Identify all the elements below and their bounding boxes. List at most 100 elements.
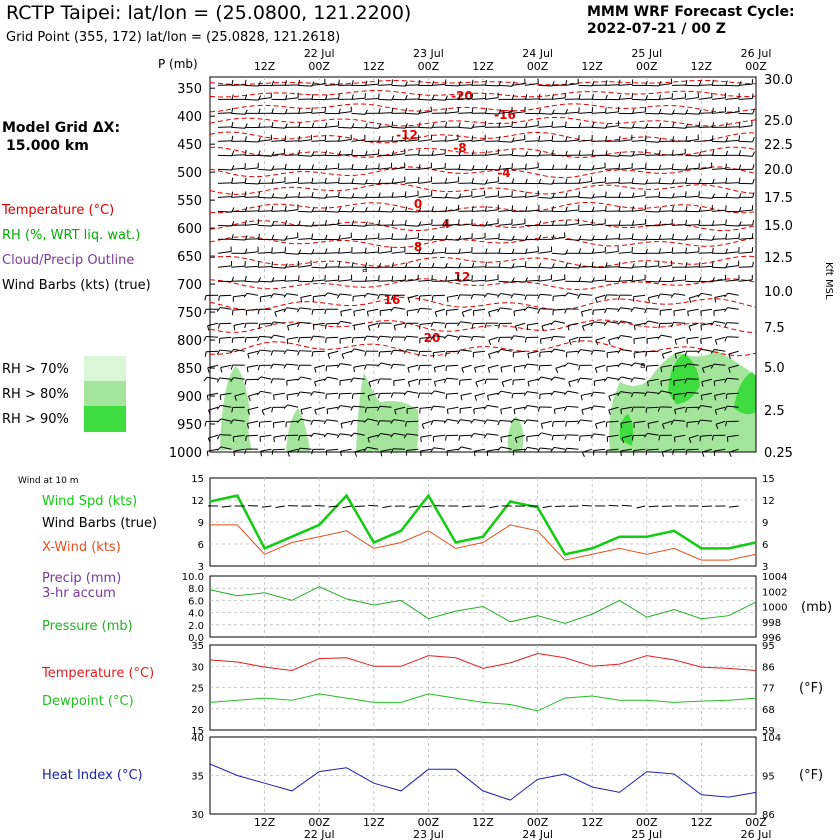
upper-wind-barb	[685, 138, 699, 142]
upper-wind-barb	[500, 364, 512, 368]
upper-wind-barb	[434, 308, 446, 313]
upper-wind-barb	[673, 392, 686, 396]
upper-wind-barb	[698, 265, 713, 268]
bottom-date-label: 25 Jul	[631, 828, 662, 840]
pressure-level-label: 700	[177, 278, 202, 293]
upper-wind-barb-flag	[714, 395, 717, 401]
upper-wind-barb	[473, 308, 486, 312]
upper-wind-barb-flag	[471, 205, 474, 212]
isotherm-line	[209, 131, 757, 144]
upper-wind-barb	[351, 252, 366, 254]
upper-wind-barb	[433, 335, 446, 338]
upper-wind-barb	[418, 223, 432, 226]
upper-wind-barb	[284, 252, 299, 255]
upper-wind-barb-flag	[311, 177, 314, 183]
surface-wind-barb	[368, 504, 379, 507]
legend-precip: Precip (mm)	[42, 571, 122, 586]
upper-wind-barb	[713, 363, 726, 366]
upper-wind-barb-flag	[698, 219, 701, 225]
upper-wind-barb-flag	[565, 121, 567, 127]
upper-wind-barb	[524, 83, 539, 86]
upper-wind-barb	[471, 194, 485, 198]
upper-wind-barb-flag	[590, 391, 594, 397]
upper-wind-barb	[233, 322, 245, 326]
upper-wind-barb-flag	[524, 306, 529, 311]
upper-wind-barb	[646, 391, 659, 394]
upper-wind-barb	[391, 167, 405, 170]
upper-wind-barb	[324, 167, 339, 170]
upper-wind-barb-flag	[660, 367, 663, 373]
upper-wind-barb	[244, 251, 259, 254]
upper-wind-barb-flag	[565, 220, 568, 226]
upper-wind-barb	[272, 378, 285, 380]
upper-wind-barb	[686, 448, 699, 451]
upper-wind-barb	[698, 196, 713, 199]
upper-wind-barb-flag	[244, 79, 247, 85]
upper-wind-barb-flag	[244, 219, 247, 226]
upper-wind-barb	[662, 350, 673, 355]
upper-wind-barb	[286, 349, 299, 352]
upper-wind-barb	[244, 265, 259, 268]
upper-wind-barb	[674, 406, 686, 410]
upper-wind-barb-flag	[483, 433, 488, 439]
upper-wind-barb	[298, 111, 312, 114]
upper-wind-barb-flag	[658, 94, 662, 100]
upper-wind-barb-flag	[580, 395, 583, 401]
upper-wind-barb-flag	[550, 320, 555, 326]
upper-wind-barb-flag	[377, 420, 381, 426]
upper-wind-barb-flag	[608, 409, 611, 415]
upper-wind-barb	[631, 139, 646, 142]
upper-wind-barb	[378, 237, 393, 240]
upper-wind-barb-flag	[647, 381, 649, 387]
upper-wind-barb	[578, 111, 593, 114]
upper-wind-barb-flag	[631, 177, 634, 183]
upper-wind-barb	[500, 307, 512, 310]
upper-wind-barb-flag	[725, 248, 728, 254]
left-tick-label: 20	[191, 705, 204, 716]
upper-wind-barb-flag	[538, 108, 542, 114]
upper-wind-barb	[618, 154, 633, 157]
upper-wind-barb-flag	[712, 220, 715, 226]
upper-wind-barb	[686, 420, 699, 423]
upper-wind-barb	[658, 251, 673, 254]
upper-wind-barb	[419, 406, 432, 409]
upper-wind-barb-flag	[661, 353, 665, 359]
upper-wind-barb-flag	[405, 108, 408, 114]
upper-wind-barb-flag	[220, 367, 223, 373]
upper-wind-barb-flag	[284, 220, 288, 226]
upper-wind-barb-flag	[567, 325, 570, 331]
upper-wind-barb-flag	[324, 150, 328, 156]
pressure-level-label: 400	[177, 110, 202, 125]
left-tick-label: 6.0	[188, 596, 204, 607]
upper-wind-barb	[538, 125, 553, 128]
upper-wind-barb-flag	[323, 292, 329, 297]
upper-wind-barb-flag	[617, 307, 621, 313]
upper-wind-barb	[207, 322, 219, 327]
upper-wind-barb	[379, 405, 392, 408]
legend-rh: RH (%, WRT liq. wat.)	[2, 228, 141, 243]
upper-wind-barb	[674, 336, 686, 341]
upper-wind-barb	[551, 97, 566, 100]
upper-wind-barb-flag	[473, 451, 476, 457]
upper-wind-barb-flag	[724, 378, 728, 383]
heat-units-label: (°F)	[799, 768, 824, 783]
upper-wind-barb	[685, 224, 700, 226]
right-tick-label: 95	[762, 772, 775, 783]
upper-wind-barb	[498, 266, 513, 269]
upper-wind-barb	[219, 294, 232, 297]
upper-wind-barb-flag	[593, 381, 596, 387]
upper-wind-barb-flag	[391, 295, 394, 301]
upper-wind-barb-flag	[525, 94, 528, 100]
isotherm-label: -16	[494, 108, 516, 122]
surface-wind-barb	[461, 505, 472, 508]
upper-wind-barb	[711, 279, 726, 282]
upper-wind-barb-flag	[365, 262, 368, 268]
upper-wind-barb-flag	[207, 409, 211, 415]
upper-wind-barb-flag	[284, 205, 287, 211]
upper-wind-barb-flag	[244, 177, 247, 183]
upper-wind-barb	[486, 419, 499, 422]
upper-wind-barb	[500, 446, 512, 450]
upper-wind-barb-flag	[296, 418, 301, 424]
upper-wind-barb-flag	[336, 321, 341, 326]
series-line-heat-index-c-	[209, 763, 757, 801]
